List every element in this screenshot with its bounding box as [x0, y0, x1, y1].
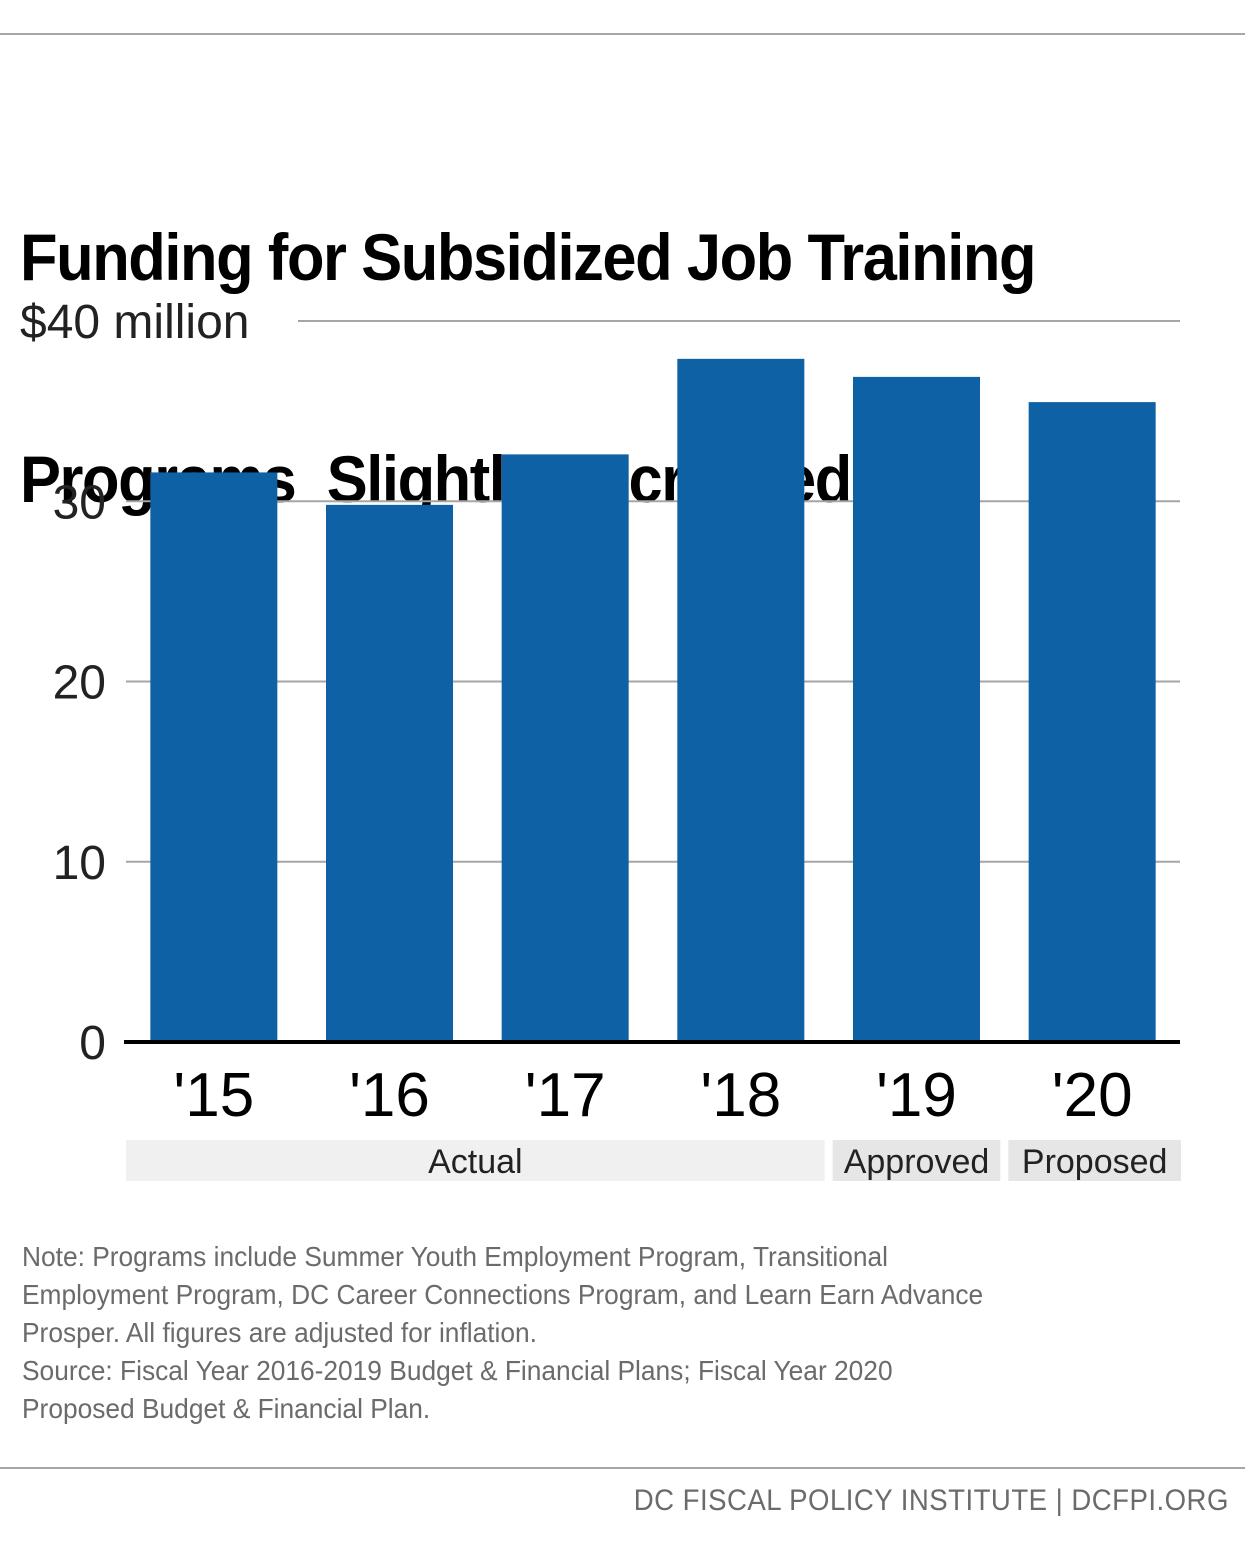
bar-16 — [326, 504, 453, 1042]
axes: 0 10 20 30 $40 million '15 '16 '17 '18 '19 '20 — [20, 296, 1180, 1130]
footer-credit: DC FISCAL POLICY INSTITUTE | DCFPI.ORG — [633, 1484, 1229, 1517]
bar-15 — [150, 472, 278, 1042]
note-line: Employment Program, DC Career Connection… — [22, 1279, 984, 1310]
bar-17 — [501, 454, 629, 1042]
bar-19 — [853, 376, 980, 1042]
note-line: Prosper. All figures are adjusted for in… — [22, 1317, 537, 1348]
note-line: Note: Programs include Summer Youth Empl… — [22, 1241, 889, 1272]
group-band-proposed — [1008, 1140, 1181, 1181]
source-line: Proposed Budget & Financial Plan. — [22, 1393, 431, 1424]
bottom-divider — [0, 1467, 1245, 1469]
top-divider — [0, 33, 1245, 35]
x-tick-label: '17 — [525, 1061, 606, 1130]
y-tick-label: 10 — [53, 837, 106, 890]
bar-20 — [1028, 402, 1156, 1042]
y-tick-label: 0 — [79, 1017, 106, 1070]
bar-18 — [677, 358, 805, 1042]
y-tick-label: 30 — [53, 476, 106, 529]
x-tick-label: '16 — [349, 1061, 430, 1130]
chart-title-line-1: Funding for Subsidized Job Training — [20, 220, 1036, 294]
x-tick-label: '15 — [173, 1061, 254, 1130]
category-groups: Actual Approved Proposed — [126, 1140, 1181, 1181]
group-band-approved — [832, 1140, 1001, 1181]
x-tick-label: '19 — [876, 1061, 957, 1130]
source-line: Source: Fiscal Year 2016-2019 Budget & F… — [22, 1355, 893, 1386]
bars — [150, 358, 1156, 1042]
chart-notes: Note: Programs include Summer Youth Empl… — [22, 1238, 1232, 1428]
x-tick-label: '20 — [1052, 1061, 1133, 1130]
y-tick-label: $40 million — [20, 296, 249, 349]
y-tick-label: 20 — [53, 657, 106, 710]
group-band-actual — [126, 1140, 825, 1181]
group-label-actual: Actual — [428, 1143, 523, 1181]
group-label-approved: Approved — [844, 1143, 990, 1181]
x-tick-label: '18 — [700, 1061, 781, 1130]
bar-chart: 0 10 20 30 $40 million '15 '16 '17 '18 '19 '20 Act… — [20, 296, 1181, 1181]
gridlines — [126, 320, 1180, 863]
group-label-proposed: Proposed — [1022, 1143, 1168, 1181]
